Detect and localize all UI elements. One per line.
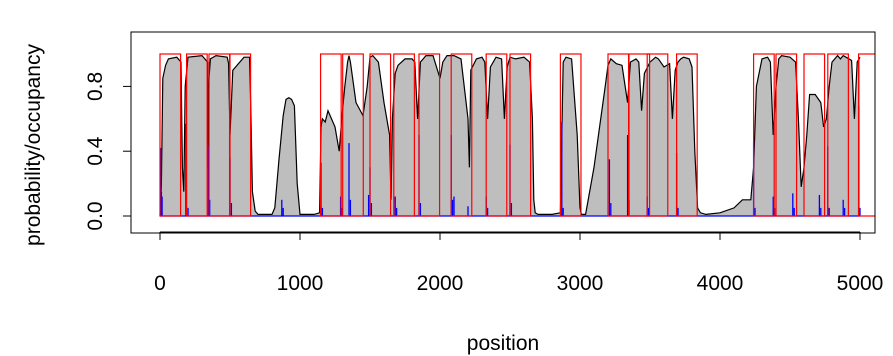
y-tick-label: 0.8 <box>84 72 107 101</box>
y-axis-title: probability/occupancy <box>22 44 45 246</box>
x-tick-label: 4000 <box>697 272 744 295</box>
y-tick-label: 0.4 <box>84 136 107 166</box>
nucleosome-box <box>369 53 392 217</box>
x-tick-label: 1000 <box>277 272 324 295</box>
nucleosome-box <box>559 53 582 217</box>
nucleosome-box <box>159 53 182 217</box>
nucleosome-box <box>752 53 775 217</box>
nucleosome-box <box>485 53 508 217</box>
x-axis-title: position <box>467 332 539 355</box>
x-tick-label: 0 <box>154 272 166 295</box>
x-tick-label: 2000 <box>417 272 464 295</box>
nucleosome-box <box>646 53 669 217</box>
axes: 0 1000 2000 3000 4000 5000 0.0 0.4 0.8 <box>84 72 883 295</box>
nucleosome-box <box>827 53 849 217</box>
nucleosome-box <box>229 53 252 217</box>
nucleosome-box <box>857 53 875 217</box>
x-tick-label: 3000 <box>557 272 604 295</box>
nucleosome-box <box>393 53 415 217</box>
nucleosome-box <box>675 53 698 217</box>
y-tick-label: 0.0 <box>84 201 107 230</box>
x-tick-label: 5000 <box>837 272 884 295</box>
nucleosome-box <box>628 53 651 217</box>
nucleosome-box <box>342 53 364 217</box>
nucleosome-box <box>319 53 342 217</box>
nucleosome-box <box>418 53 441 217</box>
occupancy-line <box>159 54 861 217</box>
nucleosome-box <box>775 53 798 217</box>
nucleosome-box <box>450 53 473 217</box>
nucleosome-box <box>186 53 208 217</box>
nucleosome-box <box>803 53 826 217</box>
nucleosome-box <box>509 53 532 217</box>
plot-area <box>159 53 875 217</box>
